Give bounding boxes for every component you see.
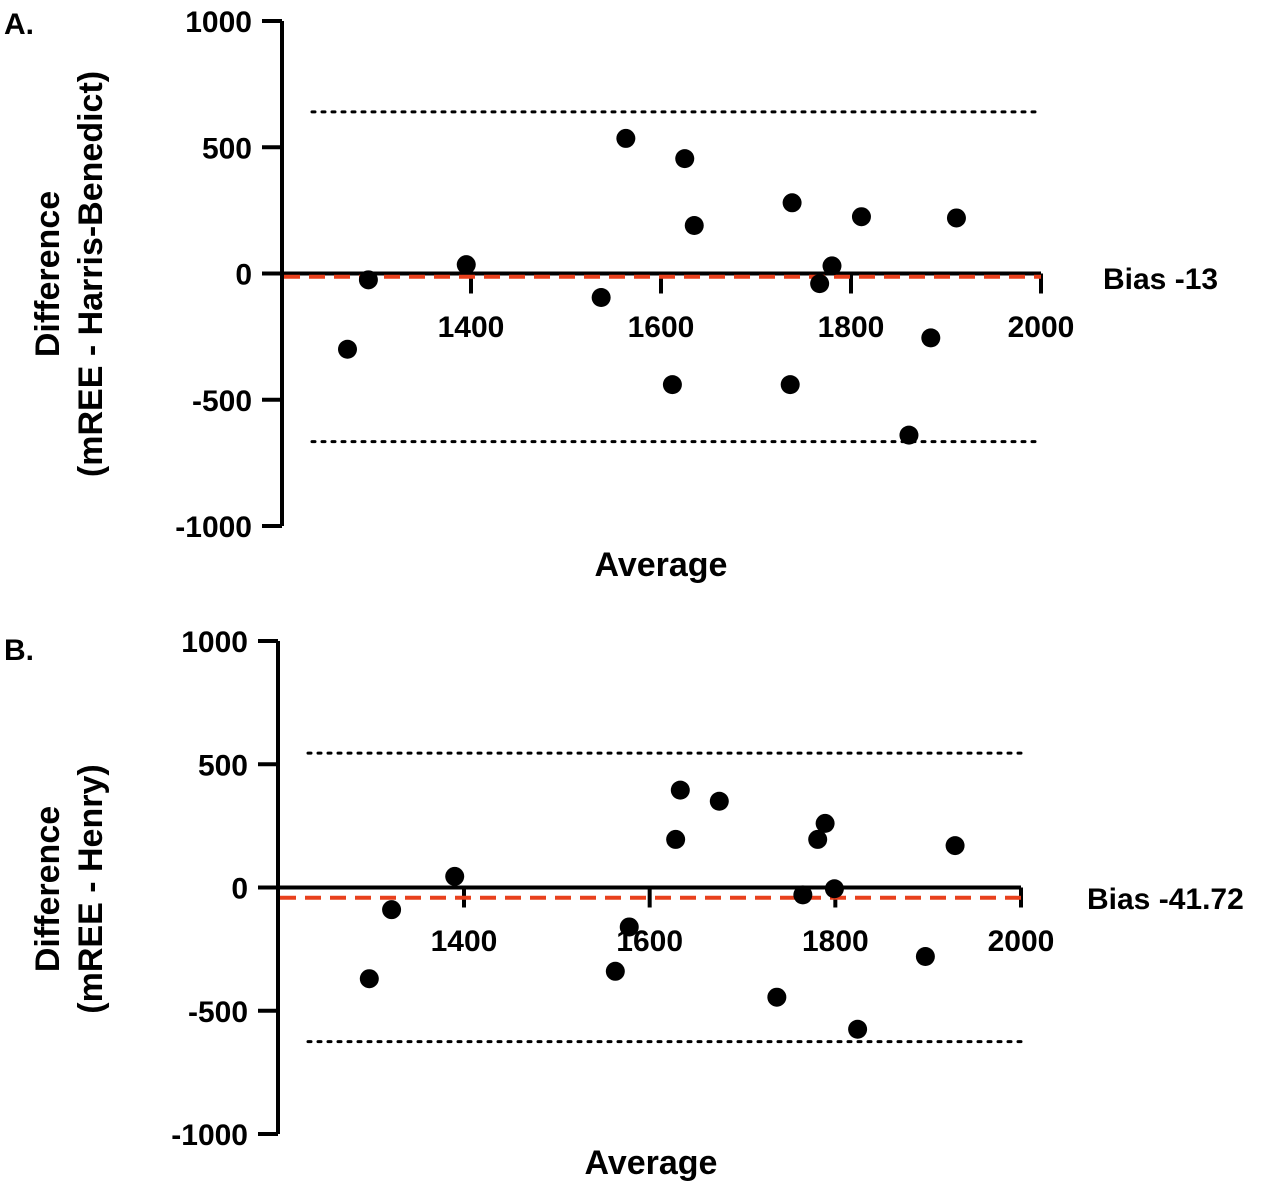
panel-a-data-point-4 bbox=[616, 128, 636, 148]
panel-b-data-point-3 bbox=[605, 961, 625, 981]
panel-a-y-axis-title-line-1: Difference bbox=[29, 191, 67, 357]
panel-b-data-point-1 bbox=[382, 900, 402, 920]
panel-a-data-point-9 bbox=[782, 193, 802, 213]
panel-a-y-axis-title-line-2: (mREE - Harris-Benedict) bbox=[72, 71, 110, 477]
panel-b-label: B. bbox=[4, 634, 34, 667]
panel-b-y-axis-title: Difference (mREE - Henry) bbox=[29, 764, 110, 1013]
panel-b-x-tick-label-3: 2000 bbox=[988, 925, 1055, 958]
panel-b-data-point-15 bbox=[945, 836, 965, 856]
panel-a-data-point-8 bbox=[780, 375, 800, 395]
panel-b-data-point-12 bbox=[824, 879, 844, 899]
panel-a-data-point-2 bbox=[456, 255, 476, 275]
panel-a-data-point-6 bbox=[675, 149, 695, 169]
panel-b-y-tick-label-2: 0 bbox=[231, 873, 248, 906]
panel-b-data-point-13 bbox=[848, 1019, 868, 1039]
panel-a-data-point-12 bbox=[851, 207, 871, 227]
panel-a-data-point-14 bbox=[921, 328, 941, 348]
panel-b-y-axis-title-line-2: (mREE - Henry) bbox=[72, 764, 110, 1013]
panel-b-data-point-9 bbox=[793, 885, 813, 905]
panel-a-data-point-10 bbox=[810, 274, 830, 294]
panel-b-data-point-11 bbox=[815, 813, 835, 833]
panel-a-y-axis-title: Difference (mREE - Harris-Benedict) bbox=[29, 71, 110, 477]
panel-b-data-point-14 bbox=[915, 947, 935, 967]
panel-a-x-tick-label-1: 1600 bbox=[628, 311, 695, 344]
panel-a-y-tick-label-2: 0 bbox=[235, 259, 252, 292]
panel-b-data-point-7 bbox=[709, 791, 729, 811]
panel-a-data-point-3 bbox=[591, 287, 611, 307]
panel-a-y-tick-label-3: -500 bbox=[192, 385, 252, 418]
panel-a-data-point-11 bbox=[822, 256, 842, 276]
panel-b-data-point-4 bbox=[619, 917, 639, 937]
panel-a-y-tick-label-0: 1000 bbox=[185, 6, 252, 39]
panel-b-y-tick-label-1: 500 bbox=[198, 749, 248, 782]
panel-a-data-point-5 bbox=[662, 375, 682, 395]
panel-b-data-point-0 bbox=[359, 969, 379, 989]
panel-a-label: A. bbox=[4, 8, 34, 41]
panel-b-y-tick-label-3: -500 bbox=[188, 996, 248, 1029]
panel-b-x-tick-label-2: 1800 bbox=[802, 925, 869, 958]
panel-b-y-tick-label-0: 1000 bbox=[181, 626, 248, 659]
panel-a: A. Difference (mREE - Harris-Benedict) A… bbox=[4, 6, 1218, 584]
panel-b: B. Difference (mREE - Henry) Average Bia… bbox=[4, 626, 1244, 1182]
panel-a-bias-label: Bias -13 bbox=[1103, 263, 1218, 296]
panel-a-x-tick-label-3: 2000 bbox=[1008, 311, 1075, 344]
panel-b-data-point-8 bbox=[767, 987, 787, 1007]
panel-a-x-tick-label-2: 1800 bbox=[818, 311, 885, 344]
panel-b-data-point-5 bbox=[666, 829, 686, 849]
panel-b-data-point-6 bbox=[670, 780, 690, 800]
panel-b-data-point-10 bbox=[808, 829, 828, 849]
panel-a-x-tick-label-0: 1400 bbox=[438, 311, 505, 344]
panel-a-y-tick-label-1: 500 bbox=[202, 132, 252, 165]
panel-b-y-axis-title-line-1: Difference bbox=[29, 806, 67, 972]
panel-a-y-tick-label-4: -1000 bbox=[175, 511, 252, 544]
panel-b-bias-label: Bias -41.72 bbox=[1087, 883, 1244, 916]
panel-b-data-point-2 bbox=[445, 866, 465, 886]
panel-a-data-point-13 bbox=[899, 425, 919, 445]
panel-a-x-axis-title: Average bbox=[595, 546, 728, 584]
panel-a-data-point-15 bbox=[946, 208, 966, 228]
panel-a-data-point-1 bbox=[358, 270, 378, 290]
panel-a-data-point-7 bbox=[684, 216, 704, 236]
panel-b-x-tick-label-0: 1400 bbox=[431, 925, 498, 958]
panel-b-y-tick-label-4: -1000 bbox=[171, 1119, 248, 1152]
panel-a-data-point-0 bbox=[338, 339, 357, 359]
panel-b-x-axis-title: Average bbox=[585, 1144, 718, 1182]
